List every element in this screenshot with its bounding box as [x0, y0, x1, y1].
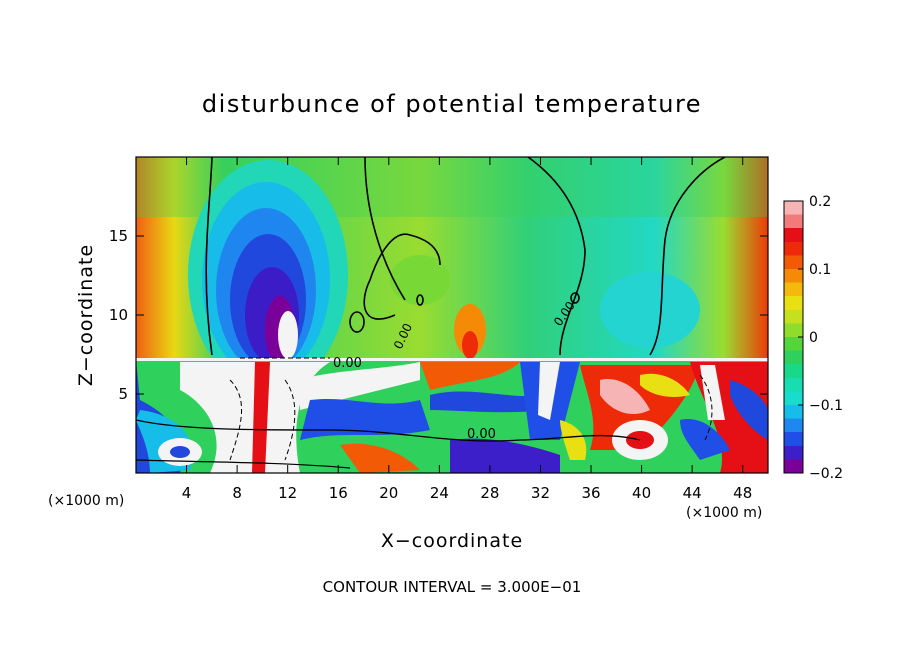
colorbar-tick-label: 0.1: [809, 262, 831, 278]
colorbar-tick-label: −0.2: [809, 466, 843, 482]
contour-label: 0.00: [467, 427, 496, 442]
colorbar-tick-label: −0.1: [809, 398, 843, 414]
colorbar-ticks: 0.2 0.1 0 −0.1 −0.2: [798, 194, 843, 482]
y-axis-label: Z−coordinate: [75, 244, 97, 386]
y-tick-label: 10: [109, 306, 128, 324]
plot-area: 0.00 0.00 0.00 0.00: [136, 157, 768, 473]
colorbar-tick-label: 0: [809, 330, 818, 346]
x-tick-label: 24: [430, 484, 449, 502]
x-tick-label: 44: [683, 484, 702, 502]
x-tick-label: 48: [733, 484, 752, 502]
x-axis-label: X−coordinate: [381, 530, 523, 552]
x-tick-label: 40: [632, 484, 651, 502]
x-axis-unit: (×1000 m): [686, 505, 762, 521]
colorbar-tick-label: 0.2: [809, 194, 831, 210]
cold-plume: [188, 160, 348, 390]
x-tick-label: 28: [480, 484, 499, 502]
lower-turbulent-layer: [136, 358, 768, 473]
y-tick-label: 5: [118, 385, 128, 403]
x-tick-label: 8: [232, 484, 242, 502]
x-tick-label: 36: [581, 484, 600, 502]
colorbar: 0.2 0.1 0 −0.1 −0.2: [783, 194, 843, 482]
x-axis: 4 8 12 16 20 24 28 32 36 40 44 48: [182, 157, 752, 502]
chart-title: disturbunce of potential temperature: [202, 90, 702, 118]
x-tick-label: 20: [379, 484, 398, 502]
x-tick-label: 12: [278, 484, 297, 502]
x-tick-label: 32: [531, 484, 550, 502]
contour-interval-note: CONTOUR INTERVAL = 3.000E−01: [323, 578, 582, 596]
contour-label: 0.00: [333, 356, 362, 371]
y-tick-label: 15: [109, 227, 128, 245]
contour-lines: [136, 157, 726, 469]
y-axis: 5 10 15: [109, 227, 768, 403]
x-tick-label: 4: [182, 484, 192, 502]
y-axis-unit: (×1000 m): [48, 493, 124, 509]
x-tick-label: 16: [329, 484, 348, 502]
